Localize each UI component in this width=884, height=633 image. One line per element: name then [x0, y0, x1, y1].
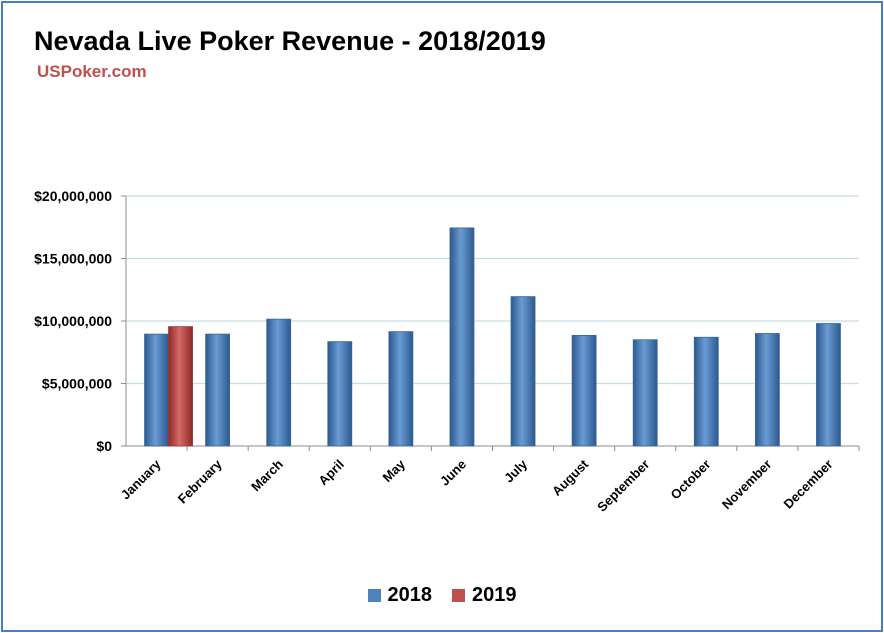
y-tick-label: $15,000,000 — [34, 251, 112, 267]
chart-subtitle: USPoker.com — [37, 62, 147, 81]
bar-2018-january — [144, 333, 169, 447]
x-tick-label: June — [437, 457, 469, 489]
x-tick-label: September — [594, 457, 652, 515]
bar-2018-may — [388, 331, 414, 447]
bars — [144, 227, 841, 447]
legend-item-2018: 2018 — [367, 584, 433, 607]
bar-2018-november — [754, 333, 780, 447]
bar-2018-june — [449, 227, 475, 447]
x-tick-label: March — [248, 456, 286, 494]
x-tick-label: December — [781, 457, 836, 512]
x-tick-label: July — [501, 456, 531, 486]
x-tick-label: August — [549, 456, 592, 499]
legend: 2018 2019 — [0, 584, 884, 607]
x-tick-label: November — [719, 457, 775, 513]
x-tick-label: January — [118, 456, 164, 502]
y-tick-label: $0 — [96, 438, 112, 454]
y-tick-label: $10,000,000 — [34, 313, 112, 329]
x-tick-label: April — [315, 457, 347, 489]
bar-2018-march — [266, 318, 292, 447]
legend-swatch-2019 — [452, 589, 465, 602]
x-tick-label: February — [175, 456, 225, 506]
bar-2018-december — [816, 323, 841, 447]
chart-title: Nevada Live Poker Revenue - 2018/2019 — [34, 26, 546, 56]
y-tick-label: $5,000,000 — [42, 376, 112, 392]
bar-2018-october — [693, 336, 719, 447]
legend-label-2019: 2019 — [472, 584, 517, 606]
bar-2019-january — [168, 326, 193, 447]
bar-2018-september — [632, 339, 658, 447]
gridlines — [126, 195, 859, 385]
legend-item-2019: 2019 — [452, 584, 517, 607]
axes — [121, 195, 860, 451]
legend-label-2018: 2018 — [387, 584, 433, 606]
bar-2018-april — [327, 341, 353, 447]
bar-2018-august — [571, 334, 597, 447]
bar-2018-july — [510, 296, 536, 447]
x-tick-label: October — [668, 457, 714, 503]
legend-swatch-2018 — [367, 589, 381, 602]
y-tick-label: $20,000,000 — [34, 188, 112, 204]
x-tick-label: May — [380, 456, 409, 485]
bar-2018-february — [205, 333, 231, 447]
